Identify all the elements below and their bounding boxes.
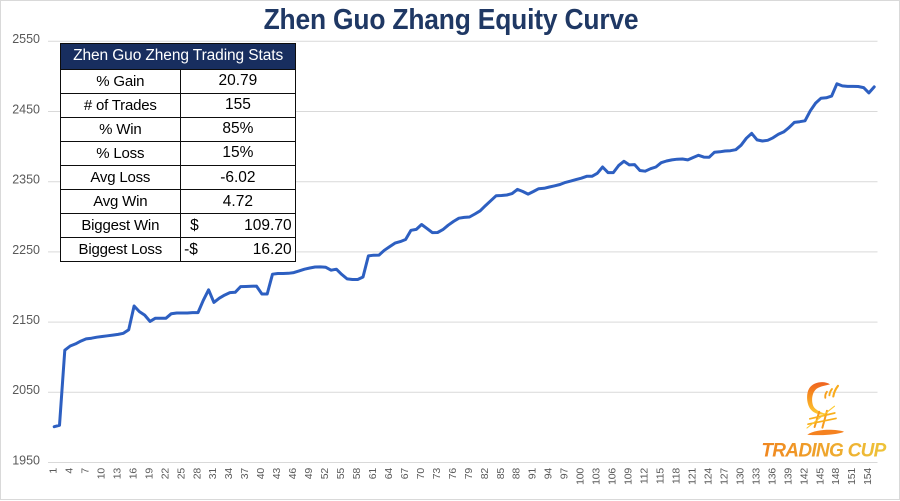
svg-text:115: 115 <box>655 468 667 484</box>
svg-text:43: 43 <box>271 468 283 480</box>
svg-text:148: 148 <box>830 468 842 485</box>
svg-text:4: 4 <box>64 468 76 474</box>
svg-text:121: 121 <box>687 468 699 485</box>
svg-text:28: 28 <box>191 468 203 480</box>
svg-text:19: 19 <box>143 468 155 480</box>
svg-text:40: 40 <box>255 468 267 480</box>
svg-text:52: 52 <box>319 468 331 480</box>
svg-text:46: 46 <box>287 468 299 480</box>
svg-text:76: 76 <box>447 468 459 480</box>
svg-text:97: 97 <box>559 468 571 480</box>
svg-text:49: 49 <box>303 468 315 480</box>
svg-text:2450: 2450 <box>12 102 40 116</box>
svg-text:7: 7 <box>79 468 91 474</box>
svg-text:118: 118 <box>671 468 683 484</box>
svg-text:139: 139 <box>782 468 794 485</box>
svg-text:31: 31 <box>207 468 219 480</box>
svg-text:34: 34 <box>223 468 235 480</box>
svg-text:130: 130 <box>734 468 746 485</box>
svg-text:25: 25 <box>175 468 187 480</box>
svg-text:2050: 2050 <box>12 383 40 397</box>
svg-text:58: 58 <box>351 468 363 480</box>
svg-text:2250: 2250 <box>12 243 40 257</box>
svg-text:22: 22 <box>159 468 171 480</box>
svg-text:13: 13 <box>111 468 123 480</box>
svg-text:70: 70 <box>415 468 427 480</box>
svg-text:67: 67 <box>399 468 411 480</box>
svg-text:2150: 2150 <box>12 313 40 327</box>
svg-text:112: 112 <box>639 468 651 484</box>
svg-text:55: 55 <box>335 468 347 480</box>
svg-text:151: 151 <box>846 468 858 485</box>
svg-text:TRADING CUP: TRADING CUP <box>761 441 886 462</box>
svg-text:82: 82 <box>479 468 491 480</box>
svg-text:73: 73 <box>431 468 443 480</box>
svg-text:2350: 2350 <box>12 173 40 187</box>
svg-text:1: 1 <box>48 468 60 474</box>
svg-text:16: 16 <box>127 468 139 480</box>
svg-text:88: 88 <box>511 468 523 480</box>
svg-text:94: 94 <box>543 468 555 480</box>
svg-text:61: 61 <box>367 468 379 480</box>
svg-text:37: 37 <box>239 468 251 480</box>
svg-text:85: 85 <box>495 468 507 480</box>
svg-text:10: 10 <box>95 468 107 480</box>
svg-text:91: 91 <box>527 468 539 480</box>
svg-text:109: 109 <box>623 468 635 485</box>
svg-text:127: 127 <box>718 468 730 485</box>
svg-text:100: 100 <box>575 468 587 485</box>
svg-text:2550: 2550 <box>12 32 40 46</box>
svg-text:64: 64 <box>383 468 395 480</box>
svg-text:133: 133 <box>750 468 762 485</box>
svg-text:145: 145 <box>814 468 826 485</box>
svg-text:1950: 1950 <box>12 453 40 467</box>
svg-text:106: 106 <box>607 468 619 485</box>
svg-text:79: 79 <box>463 468 475 480</box>
svg-text:136: 136 <box>766 468 778 485</box>
svg-text:142: 142 <box>798 468 810 485</box>
svg-text:103: 103 <box>591 468 603 485</box>
svg-text:124: 124 <box>702 468 714 485</box>
svg-text:154: 154 <box>862 468 874 485</box>
